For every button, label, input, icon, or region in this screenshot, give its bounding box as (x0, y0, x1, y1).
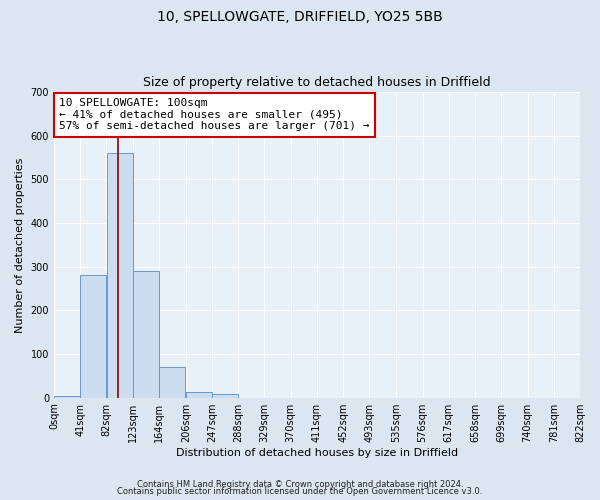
Y-axis label: Number of detached properties: Number of detached properties (15, 157, 25, 332)
Text: 10, SPELLOWGATE, DRIFFIELD, YO25 5BB: 10, SPELLOWGATE, DRIFFIELD, YO25 5BB (157, 10, 443, 24)
Text: 10 SPELLOWGATE: 100sqm
← 41% of detached houses are smaller (495)
57% of semi-de: 10 SPELLOWGATE: 100sqm ← 41% of detached… (59, 98, 370, 132)
Text: Contains HM Land Registry data © Crown copyright and database right 2024.: Contains HM Land Registry data © Crown c… (137, 480, 463, 489)
X-axis label: Distribution of detached houses by size in Driffield: Distribution of detached houses by size … (176, 448, 458, 458)
Text: Contains public sector information licensed under the Open Government Licence v3: Contains public sector information licen… (118, 487, 482, 496)
Bar (212, 394, 238, 398)
Bar (80, 276, 106, 398)
Title: Size of property relative to detached houses in Driffield: Size of property relative to detached ho… (143, 76, 491, 90)
Bar (107, 153, 133, 398)
Bar (133, 271, 159, 398)
Bar (186, 392, 212, 398)
Bar (159, 367, 185, 398)
Bar (54, 396, 80, 398)
